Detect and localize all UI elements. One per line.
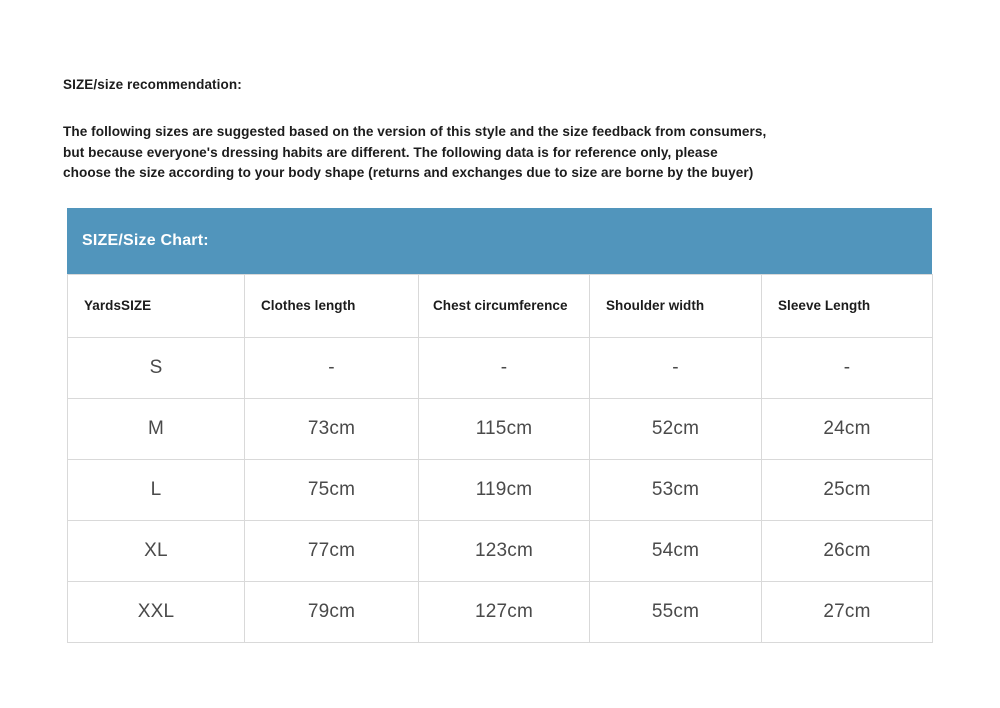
cell-sleeve-length: 24cm [761,398,933,460]
cell-size: XL [67,520,245,582]
size-chart-table-container: SIZE/Size Chart: YardsSIZE Clothes lengt… [67,208,933,643]
intro-paragraph: The following sizes are suggested based … [63,122,943,184]
cell-size: L [67,459,245,521]
intro-paragraph-line-3: choose the size according to your body s… [63,165,754,180]
size-chart-table: YardsSIZE Clothes length Chest circumfer… [67,274,933,643]
table-row: XL 77cm 123cm 54cm 26cm [67,520,933,582]
column-header-chest-circumference: Chest circumference [418,274,590,338]
cell-clothes-length: 75cm [244,459,419,521]
cell-chest-circumference: - [418,337,590,399]
cell-chest-circumference: 115cm [418,398,590,460]
cell-sleeve-length: - [761,337,933,399]
cell-clothes-length: 73cm [244,398,419,460]
cell-sleeve-length: 25cm [761,459,933,521]
table-row: M 73cm 115cm 52cm 24cm [67,398,933,460]
column-header-clothes-length: Clothes length [244,274,419,338]
cell-chest-circumference: 119cm [418,459,590,521]
table-header-row: YardsSIZE Clothes length Chest circumfer… [67,274,933,338]
size-chart-title: SIZE/Size Chart: [82,232,209,249]
cell-clothes-length: 79cm [244,581,419,643]
intro-heading: SIZE/size recommendation: [63,77,242,92]
table-row: S - - - - [67,337,933,399]
intro-paragraph-line-1: The following sizes are suggested based … [63,124,767,139]
cell-clothes-length: - [244,337,419,399]
size-chart-title-bar: SIZE/Size Chart: [67,208,932,274]
cell-chest-circumference: 123cm [418,520,590,582]
intro-paragraph-line-2: but because everyone's dressing habits a… [63,144,718,160]
cell-size: S [67,337,245,399]
cell-size: M [67,398,245,460]
cell-shoulder-width: 54cm [589,520,762,582]
cell-shoulder-width: - [589,337,762,399]
cell-sleeve-length: 26cm [761,520,933,582]
cell-shoulder-width: 55cm [589,581,762,643]
table-row: L 75cm 119cm 53cm 25cm [67,459,933,521]
cell-shoulder-width: 53cm [589,459,762,521]
cell-sleeve-length: 27cm [761,581,933,643]
column-header-sleeve-length: Sleeve Length [761,274,933,338]
table-row: XXL 79cm 127cm 55cm 27cm [67,581,933,643]
cell-size: XXL [67,581,245,643]
cell-chest-circumference: 127cm [418,581,590,643]
cell-shoulder-width: 52cm [589,398,762,460]
cell-clothes-length: 77cm [244,520,419,582]
column-header-yards-size: YardsSIZE [67,274,245,338]
column-header-shoulder-width: Shoulder width [589,274,762,338]
